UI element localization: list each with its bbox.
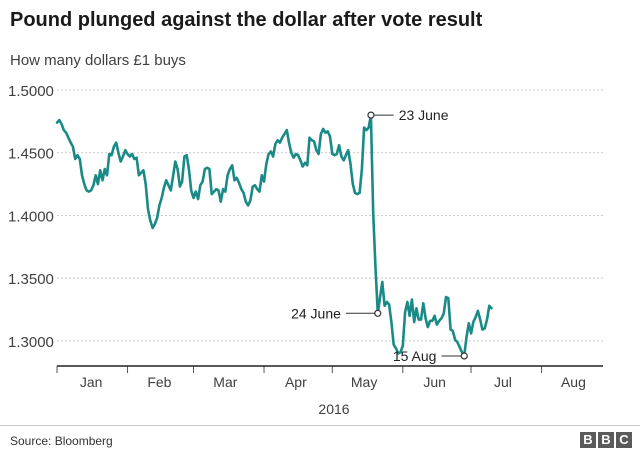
y-tick-label: 1.4000 xyxy=(8,208,54,225)
source-note: Source: Bloomberg xyxy=(10,434,113,448)
footer: Source: Bloomberg B B C xyxy=(0,425,640,456)
x-axis-label: 2016 xyxy=(318,401,349,417)
y-tick-label: 1.3500 xyxy=(8,271,54,288)
x-tick-label: May xyxy=(351,374,377,390)
x-tick-label: Jan xyxy=(80,374,103,390)
logo-letter: B xyxy=(598,432,614,448)
chart-subtitle: How many dollars £1 buys xyxy=(10,52,186,69)
x-tick-label: Aug xyxy=(561,374,586,390)
annotation-label: 23 June xyxy=(399,107,449,123)
series-line xyxy=(55,113,493,358)
x-tick-label: Jun xyxy=(423,374,446,390)
annotation-marker xyxy=(367,111,375,119)
annotation-label: 24 June xyxy=(291,305,341,321)
bbc-logo: B B C xyxy=(580,432,632,448)
y-tick-label: 1.3000 xyxy=(8,334,54,351)
x-tick-label: Apr xyxy=(285,374,307,390)
x-tick-label: Feb xyxy=(147,374,171,390)
gridlines xyxy=(57,89,603,342)
x-tick-label: Mar xyxy=(213,374,237,390)
annotation-marker xyxy=(374,309,382,317)
y-tick-label: 1.4500 xyxy=(8,146,54,163)
x-tick-label: Jul xyxy=(494,374,512,390)
y-axis-ticks: 1.5000 1.4500 1.4000 1.3500 1.3000 xyxy=(8,83,54,351)
annotation-marker xyxy=(460,352,468,360)
chart-title: Pound plunged against the dollar after v… xyxy=(10,9,483,31)
line-chart: 1.5000 1.4500 1.4000 1.3500 1.3000 Jan Feb Mar… xyxy=(8,83,603,417)
logo-letter: C xyxy=(616,432,632,448)
x-axis-ticks: Jan Feb Mar Apr May Jun Jul Aug xyxy=(56,366,586,390)
logo-letter: B xyxy=(580,432,596,448)
y-tick-label: 1.5000 xyxy=(8,83,54,100)
annotations: 23 June 24 June 15 Aug xyxy=(291,107,468,364)
annotation-label: 15 Aug xyxy=(393,348,437,364)
